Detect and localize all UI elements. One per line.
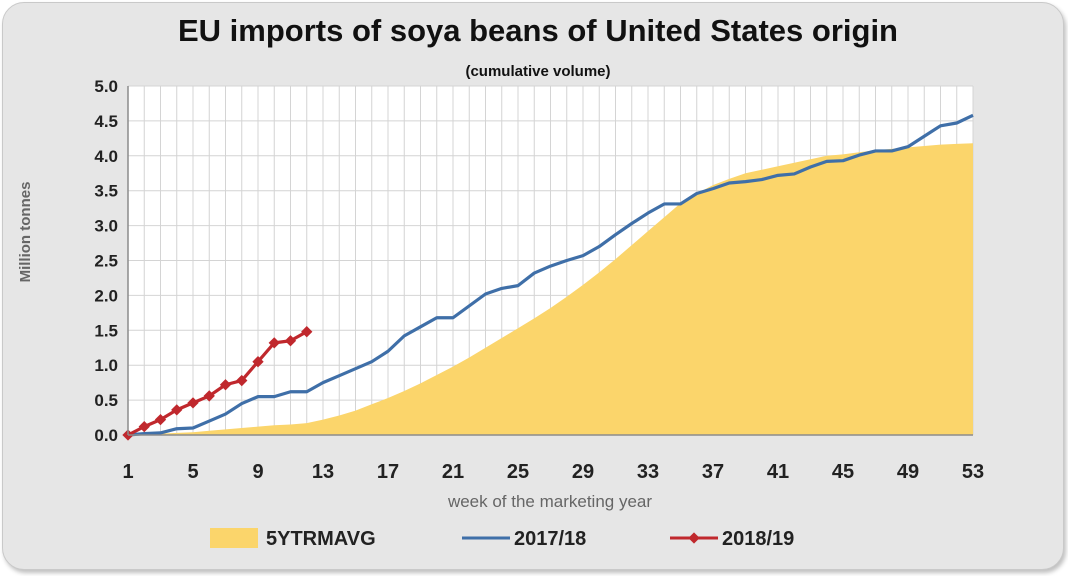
x-tick-label: 9 <box>252 461 263 483</box>
x-tick-label: 53 <box>962 461 984 483</box>
data-point-2018-19 <box>301 326 313 338</box>
x-axis-ticks: 1 5 9 13 17 21 25 29 33 37 41 45 49 53 <box>122 461 984 483</box>
y-tick-label: 3.0 <box>94 217 118 236</box>
x-tick-label: 17 <box>377 461 399 483</box>
y-tick-label: 4.0 <box>94 147 118 166</box>
y-tick-label: 2.5 <box>94 252 118 271</box>
y-tick-label: 0.0 <box>94 426 118 445</box>
chart-title: EU imports of soya beans of United State… <box>178 13 898 48</box>
y-axis-title: Million tonnes <box>17 182 34 283</box>
axes <box>127 86 973 436</box>
x-tick-label: 25 <box>507 461 529 483</box>
x-tick-label: 41 <box>767 461 789 483</box>
data-point-2018-19 <box>236 374 248 387</box>
x-tick-label: 13 <box>312 461 334 483</box>
x-tick-label: 37 <box>702 461 724 483</box>
x-axis-title: week of the marketing year <box>447 492 652 511</box>
chart-subtitle: (cumulative volume) <box>465 63 610 80</box>
x-tick-label: 5 <box>187 461 198 483</box>
x-tick-label: 1 <box>122 461 133 483</box>
legend-label-2018-19: 2018/19 <box>722 528 794 550</box>
series-layer <box>122 113 974 441</box>
data-point-2018-19 <box>154 413 167 426</box>
series-area-5ytrmavg <box>128 143 973 435</box>
y-tick-label: 1.0 <box>94 356 118 375</box>
legend: 5YTRMAVG 2017/18 2018/19 <box>210 528 794 550</box>
y-tick-label: 0.5 <box>94 391 118 410</box>
y-tick-label: 1.5 <box>94 321 118 340</box>
data-point-2018-19 <box>187 397 199 409</box>
data-point-2018-19 <box>284 335 297 347</box>
legend-label-5ytrmavg: 5YTRMAVG <box>266 528 376 550</box>
y-tick-label: 5.0 <box>94 77 118 96</box>
y-tick-label: 4.5 <box>94 112 118 131</box>
series-line-2017-18 <box>127 113 974 437</box>
x-tick-label: 33 <box>637 461 659 483</box>
legend-marker-2018-19 <box>688 532 700 544</box>
legend-swatch-5ytrmavg <box>210 528 258 548</box>
data-point-2018-19 <box>138 420 150 433</box>
x-tick-label: 29 <box>572 461 594 483</box>
y-tick-label: 2.0 <box>94 286 118 305</box>
x-tick-label: 45 <box>832 461 854 483</box>
data-point-2018-19 <box>219 379 232 391</box>
x-tick-label: 49 <box>897 461 919 483</box>
x-tick-label: 21 <box>442 461 464 483</box>
y-tick-label: 3.5 <box>94 182 118 201</box>
legend-label-2017-18: 2017/18 <box>514 528 586 550</box>
y-axis-ticks: 0.0 0.5 1.0 1.5 2.0 2.5 3.0 3.5 4.0 4.5 5.0 <box>94 77 118 445</box>
data-point-2018-19 <box>252 356 264 368</box>
data-point-2018-19 <box>203 390 215 402</box>
data-point-2018-19 <box>268 337 280 349</box>
data-point-2018-19 <box>171 404 183 416</box>
